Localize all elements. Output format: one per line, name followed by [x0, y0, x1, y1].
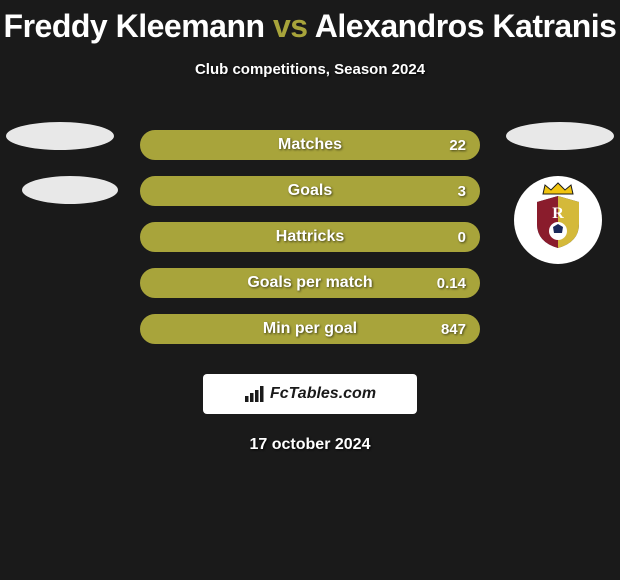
stat-value-right: 22: [449, 137, 466, 154]
stat-value-right: 0.14: [437, 275, 466, 292]
stat-label: Min per goal: [263, 320, 357, 338]
player2-name: Alexandros Katranis: [315, 8, 617, 44]
stat-pill-goals-per-match: Goals per match 0.14: [140, 268, 480, 298]
comparison-title: Freddy Kleemann vs Alexandros Katranis: [0, 0, 620, 45]
stat-label: Hattricks: [276, 228, 344, 246]
stat-row: Matches 22: [0, 122, 620, 168]
date-text: 17 october 2024: [0, 436, 620, 454]
stat-label: Matches: [278, 136, 342, 154]
stat-row: Hattricks 0: [0, 214, 620, 260]
stat-row: Goals 3: [0, 168, 620, 214]
stats-container: Matches 22 Goals 3 Hattricks 0 Goals per…: [0, 122, 620, 352]
stat-label: Goals per match: [247, 274, 372, 292]
stat-pill-goals: Goals 3: [140, 176, 480, 206]
player1-name: Freddy Kleemann: [4, 8, 265, 44]
stat-value-right: 847: [441, 321, 466, 338]
stat-pill-hattricks: Hattricks 0: [140, 222, 480, 252]
competition-subtitle: Club competitions, Season 2024: [0, 61, 620, 78]
vs-separator: vs: [273, 8, 308, 44]
stat-value-right: 0: [458, 229, 466, 246]
stat-row: Min per goal 847: [0, 306, 620, 352]
branding-text: FcTables.com: [270, 385, 376, 403]
stat-label: Goals: [288, 182, 332, 200]
stat-row: Goals per match 0.14: [0, 260, 620, 306]
stat-pill-matches: Matches 22: [140, 130, 480, 160]
stat-value-right: 3: [458, 183, 466, 200]
stat-pill-min-per-goal: Min per goal 847: [140, 314, 480, 344]
bar-chart-icon: [244, 385, 266, 403]
branding-box: FcTables.com: [203, 374, 417, 414]
